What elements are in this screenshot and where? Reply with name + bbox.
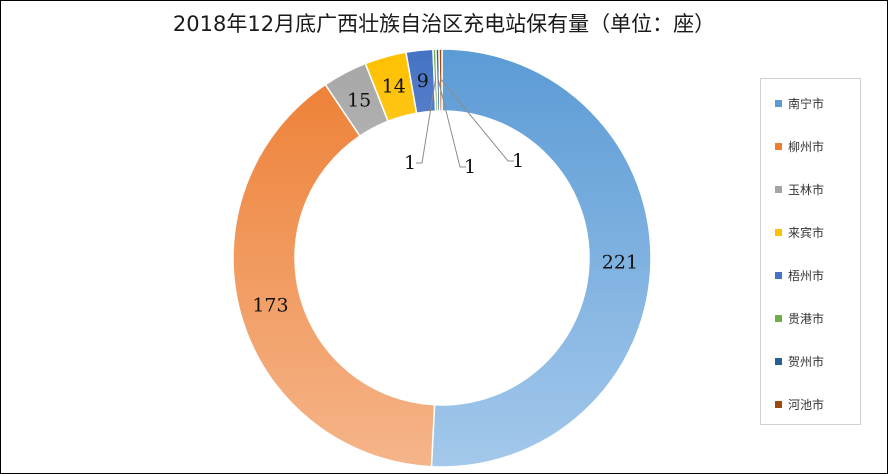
legend-label: 柳州市 xyxy=(788,139,825,154)
legend-item-3: 玉林市 xyxy=(775,181,824,197)
data-label-slice-4: 14 xyxy=(382,76,406,98)
legend-item-7: 贺州市 xyxy=(775,353,824,369)
chart-title: 2018年12月底广西壮族自治区充电站保有量（单位：座） xyxy=(172,12,716,36)
legend-item-2: 柳州市 xyxy=(775,138,824,154)
legend-label: 贵港市 xyxy=(788,311,825,326)
legend-swatch xyxy=(775,185,782,193)
legend-item-5: 梧州市 xyxy=(775,267,824,283)
legend-item-4: 来宾市 xyxy=(775,224,824,240)
legend-label: 南宁市 xyxy=(788,96,825,111)
doughnut-slice-1 xyxy=(430,48,652,468)
legend-swatch xyxy=(775,271,782,279)
leader-line-slice-7 xyxy=(437,78,466,168)
legend-swatch xyxy=(775,99,782,107)
doughnut-slice-8 xyxy=(438,48,443,112)
legend-swatch xyxy=(775,314,782,322)
leader-line-slice-6 xyxy=(416,79,437,164)
data-label-slice-1: 221 xyxy=(602,251,638,273)
data-label-slice-2: 173 xyxy=(252,295,288,317)
legend-label: 玉林市 xyxy=(788,182,825,197)
data-label-slice-6: 1 xyxy=(404,152,416,174)
legend-swatch xyxy=(775,228,782,236)
legend-swatch xyxy=(775,142,782,150)
legend-item-8: 河池市 xyxy=(775,396,824,412)
leader-line-slice-8 xyxy=(440,78,514,162)
legend-label: 贺州市 xyxy=(788,354,825,369)
data-label-slice-3: 15 xyxy=(347,89,371,111)
chart-legend: 南宁市柳州市玉林市来宾市梧州市贵港市贺州市河池市 xyxy=(760,78,861,425)
legend-swatch xyxy=(775,357,782,365)
legend-swatch xyxy=(775,400,782,408)
legend-label: 梧州市 xyxy=(788,268,825,283)
legend-label: 河池市 xyxy=(788,397,825,412)
data-label-slice-8: 1 xyxy=(512,150,524,172)
legend-item-1: 南宁市 xyxy=(775,95,824,111)
legend-label: 来宾市 xyxy=(788,225,825,240)
data-label-slice-5: 9 xyxy=(417,70,429,92)
legend-item-6: 贵港市 xyxy=(775,310,824,326)
data-label-slice-7: 1 xyxy=(464,156,476,178)
doughnut-slice-2 xyxy=(232,83,436,468)
